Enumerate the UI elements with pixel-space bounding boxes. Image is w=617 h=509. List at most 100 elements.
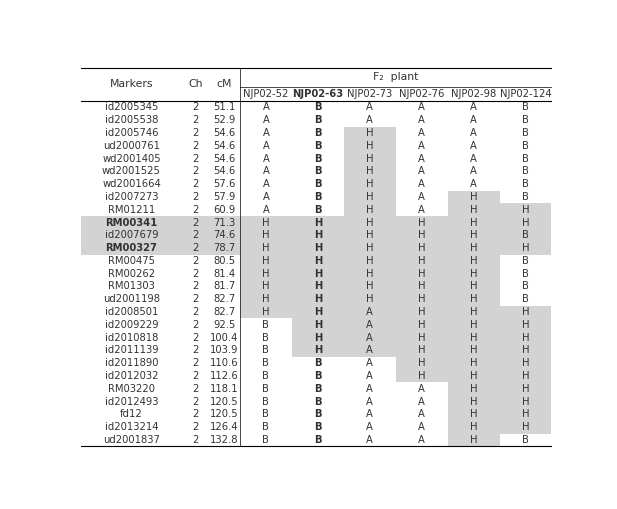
Bar	[395, 267, 448, 280]
Text: H: H	[470, 346, 478, 355]
Bar	[182, 114, 209, 127]
Bar	[395, 152, 448, 165]
Text: H: H	[470, 422, 478, 432]
Bar	[240, 114, 292, 127]
Text: B: B	[522, 179, 529, 189]
Bar	[182, 434, 209, 446]
Text: H: H	[313, 269, 322, 279]
Bar	[292, 421, 344, 434]
Bar	[344, 319, 395, 331]
Text: H: H	[522, 371, 529, 381]
Text: A: A	[418, 192, 425, 202]
Text: id2010818: id2010818	[105, 333, 158, 343]
Bar	[395, 114, 448, 127]
Text: H: H	[522, 243, 529, 253]
Bar	[292, 319, 344, 331]
Text: NJP02-73: NJP02-73	[347, 89, 392, 99]
Text: wd2001525: wd2001525	[102, 166, 161, 177]
Bar	[395, 434, 448, 446]
Bar	[240, 229, 292, 242]
Text: B: B	[314, 179, 321, 189]
Bar	[182, 382, 209, 395]
Text: 2: 2	[192, 333, 198, 343]
Bar	[448, 395, 500, 408]
Text: H: H	[418, 294, 426, 304]
Bar	[182, 306, 209, 319]
Text: A: A	[418, 435, 425, 445]
Text: H: H	[366, 141, 373, 151]
Text: B: B	[262, 409, 270, 419]
Text: 2: 2	[192, 243, 198, 253]
Text: 60.9: 60.9	[213, 205, 235, 215]
Text: 110.6: 110.6	[210, 358, 238, 368]
Bar	[395, 216, 448, 229]
Text: B: B	[262, 371, 270, 381]
Text: H: H	[366, 269, 373, 279]
Text: H: H	[366, 128, 373, 138]
Text: id2011890: id2011890	[105, 358, 158, 368]
Text: A: A	[262, 166, 270, 177]
Text: 2: 2	[192, 320, 198, 330]
Bar	[344, 139, 395, 152]
Bar	[240, 331, 292, 344]
Bar	[395, 408, 448, 421]
Bar	[500, 216, 552, 229]
Text: 57.9: 57.9	[213, 192, 235, 202]
Bar	[448, 165, 500, 178]
Bar	[344, 68, 395, 101]
Text: H: H	[418, 371, 426, 381]
Text: 54.6: 54.6	[213, 154, 235, 163]
Bar	[209, 204, 240, 216]
Bar	[292, 382, 344, 395]
Text: B: B	[522, 192, 529, 202]
Text: H: H	[522, 346, 529, 355]
Text: NJP02-98: NJP02-98	[451, 89, 496, 99]
Bar	[500, 331, 552, 344]
Text: 126.4: 126.4	[210, 422, 238, 432]
Text: H: H	[470, 358, 478, 368]
Bar	[292, 357, 344, 370]
Text: B: B	[262, 320, 270, 330]
Bar	[292, 267, 344, 280]
Bar	[182, 331, 209, 344]
Bar	[292, 280, 344, 293]
Text: A: A	[366, 102, 373, 112]
Text: 2: 2	[192, 179, 198, 189]
Bar	[240, 370, 292, 382]
Text: 2: 2	[192, 307, 198, 317]
Text: 54.6: 54.6	[213, 141, 235, 151]
Bar	[395, 395, 448, 408]
Bar	[209, 421, 240, 434]
Bar	[500, 357, 552, 370]
Bar	[344, 229, 395, 242]
Bar	[344, 190, 395, 204]
Text: H: H	[313, 217, 322, 228]
Bar	[182, 204, 209, 216]
Text: B: B	[314, 371, 321, 381]
Text: H: H	[313, 320, 322, 330]
Bar	[81, 331, 182, 344]
Text: 82.7: 82.7	[213, 307, 235, 317]
Bar	[81, 306, 182, 319]
Bar	[344, 421, 395, 434]
Text: H: H	[366, 154, 373, 163]
Text: A: A	[366, 384, 373, 394]
Text: H: H	[522, 333, 529, 343]
Text: NJP02-63: NJP02-63	[292, 89, 344, 99]
Text: H: H	[418, 281, 426, 292]
Bar	[448, 139, 500, 152]
Bar	[209, 344, 240, 357]
Text: RM00341: RM00341	[106, 217, 158, 228]
Bar	[500, 267, 552, 280]
Bar	[209, 382, 240, 395]
Bar	[240, 139, 292, 152]
Text: H: H	[366, 294, 373, 304]
Text: 2: 2	[192, 231, 198, 240]
Text: A: A	[366, 320, 373, 330]
Text: H: H	[366, 231, 373, 240]
Text: B: B	[314, 205, 321, 215]
Bar	[448, 382, 500, 395]
Text: B: B	[314, 192, 321, 202]
Text: 2: 2	[192, 141, 198, 151]
Text: A: A	[470, 115, 477, 125]
